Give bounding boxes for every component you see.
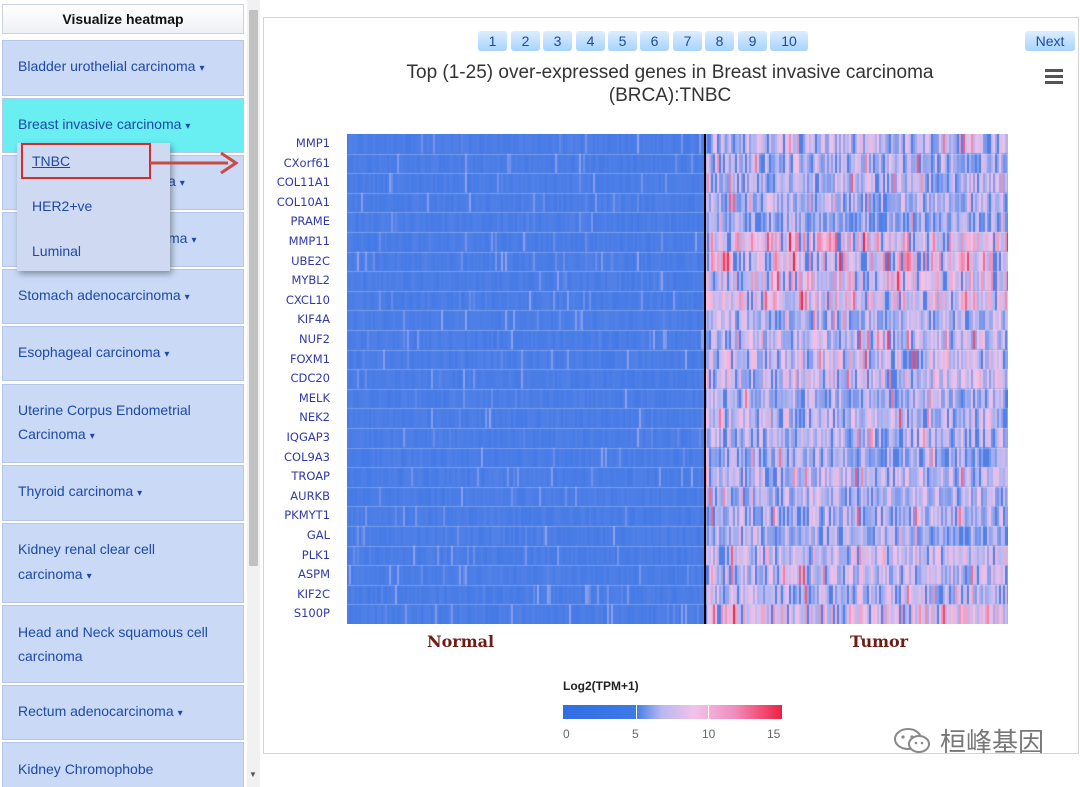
caret-down-icon: ▾ bbox=[137, 488, 143, 500]
caret-down-icon: ▾ bbox=[89, 431, 95, 442]
scroll-down-icon[interactable]: ▼ bbox=[249, 770, 257, 779]
legend-tick-mark bbox=[708, 705, 709, 719]
chart-title-line2: (BRCA):TNBC bbox=[608, 85, 732, 106]
chart-title: Top (1-25) over-expressed genes in Breas… bbox=[340, 61, 1000, 107]
legend-colorbar bbox=[563, 705, 782, 719]
legend-title: Log2(TPM+1) bbox=[563, 679, 639, 693]
group-divider bbox=[704, 134, 706, 624]
gene-label: COL9A3 bbox=[284, 449, 330, 464]
sidebar-item-label: Breast invasive carcinoma bbox=[18, 115, 182, 132]
caret-down-icon: ▾ bbox=[184, 291, 190, 303]
gene-label: CXCL10 bbox=[285, 292, 330, 307]
dropdown-item-luminal[interactable]: Luminal bbox=[32, 243, 82, 259]
subtype-dropdown: TNBC HER2+ve Luminal bbox=[17, 143, 170, 271]
gene-label: MELK bbox=[298, 390, 330, 405]
gene-label: TROAP bbox=[291, 469, 330, 484]
caret-down-icon: ▾ bbox=[185, 120, 191, 132]
sidebar-scrollbar[interactable]: ▼ bbox=[247, 0, 260, 787]
sidebar-item-label: Thyroid carcinoma bbox=[18, 483, 134, 500]
gene-label: NUF2 bbox=[299, 332, 330, 346]
sidebar-item-label-line2: carcinoma bbox=[18, 648, 83, 664]
legend-label-5: 5 bbox=[632, 727, 639, 741]
sidebar-item-label: Stomach adenocarcinoma bbox=[18, 286, 181, 303]
sidebar-item-label-line2: carcinoma bbox=[18, 565, 83, 582]
page-button-7[interactable]: 7 bbox=[673, 31, 702, 51]
page-button-6[interactable]: 6 bbox=[640, 31, 669, 51]
gene-label: KIF4A bbox=[297, 312, 330, 327]
sidebar-item-stomach[interactable]: Stomach adenocarcinoma ▾ bbox=[2, 269, 244, 324]
caret-down-icon: ▾ bbox=[177, 707, 183, 719]
sidebar-item-kidney-chromophobe[interactable]: Kidney Chromophobe bbox=[2, 742, 244, 787]
caret-down-icon: ▾ bbox=[86, 570, 92, 582]
gene-label: PRAME bbox=[290, 214, 330, 229]
group-label-tumor: Tumor bbox=[850, 632, 909, 651]
sidebar-item-label: Rectum adenocarcinoma bbox=[18, 702, 174, 719]
sidebar-item-label: Bladder urothelial carcinoma bbox=[18, 58, 196, 75]
sidebar-item-label: Head and Neck squamous cell bbox=[18, 623, 208, 640]
sidebar-item-thyroid[interactable]: Thyroid carcinoma ▾ bbox=[2, 465, 244, 521]
gene-label: COL11A1 bbox=[276, 175, 330, 190]
scroll-thumb[interactable] bbox=[249, 10, 258, 566]
page-button-2[interactable]: 2 bbox=[511, 31, 540, 51]
legend-label-15: 15 bbox=[767, 727, 781, 741]
page-button-8[interactable]: 8 bbox=[705, 31, 734, 51]
dropdown-item-tnbc[interactable]: TNBC bbox=[32, 153, 71, 169]
sidebar-item-rectum[interactable]: Rectum adenocarcinoma ▾ bbox=[2, 685, 244, 740]
gene-label: IQGAP3 bbox=[286, 430, 330, 444]
next-button[interactable]: Next bbox=[1025, 31, 1075, 51]
gene-label: FOXM1 bbox=[289, 351, 330, 366]
sidebar-item-label: Uterine Corpus Endometrial bbox=[18, 401, 191, 418]
heatmap-grid[interactable] bbox=[347, 134, 1008, 624]
group-label-normal: Normal bbox=[427, 632, 495, 651]
gene-label: AURKB bbox=[290, 488, 330, 503]
page-button-9[interactable]: 9 bbox=[738, 31, 767, 51]
sidebar-item-kidney-clear[interactable]: Kidney renal clear cell carcinoma ▾ bbox=[2, 523, 244, 603]
gene-label: COL10A1 bbox=[276, 194, 330, 209]
sidebar-item-uterine[interactable]: Uterine Corpus Endometrial Carcinoma ▾ bbox=[2, 384, 244, 463]
highlight-box bbox=[21, 143, 151, 179]
sidebar-item-bladder[interactable]: Bladder urothelial carcinoma ▾ bbox=[2, 40, 244, 96]
gene-label: MMP11 bbox=[288, 234, 330, 248]
gene-label: CDC20 bbox=[290, 371, 330, 386]
sidebar-item-label: Kidney Chromophobe bbox=[18, 761, 154, 777]
caret-down-icon: ▾ bbox=[164, 348, 170, 360]
gene-label: CXorf61 bbox=[283, 155, 330, 170]
sidebar-item-label: Esophageal carcinoma bbox=[18, 343, 161, 360]
sidebar-item-label: Kidney renal clear cell bbox=[18, 541, 155, 557]
wechat-icon bbox=[894, 728, 930, 753]
page-button-10[interactable]: 10 bbox=[770, 31, 808, 51]
hamburger-menu-icon[interactable] bbox=[1045, 69, 1063, 84]
legend-label-10: 10 bbox=[702, 727, 716, 741]
gene-label: GAL bbox=[306, 528, 330, 542]
legend-label-0: 0 bbox=[563, 727, 570, 741]
sidebar-item-label: a bbox=[168, 172, 176, 189]
caret-down-icon: ▾ bbox=[179, 177, 185, 189]
page-button-5[interactable]: 5 bbox=[608, 31, 637, 51]
gene-label: ASPM bbox=[297, 567, 330, 582]
page-button-1[interactable]: 1 bbox=[478, 31, 507, 51]
sidebar: Visualize heatmap Bladder urothelial car… bbox=[0, 0, 247, 787]
legend-tick-mark bbox=[636, 705, 637, 719]
chart-title-line1: Top (1-25) over-expressed genes in Breas… bbox=[406, 62, 934, 83]
page-button-4[interactable]: 4 bbox=[576, 31, 605, 51]
sidebar-item-head-neck[interactable]: Head and Neck squamous cell carcinoma bbox=[2, 605, 244, 683]
sidebar-header: Visualize heatmap bbox=[2, 4, 244, 34]
gene-label: MMP1 bbox=[295, 136, 330, 150]
gene-label: PKMYT1 bbox=[284, 508, 330, 523]
page-button-3[interactable]: 3 bbox=[543, 31, 572, 51]
sidebar-item-esophageal[interactable]: Esophageal carcinoma ▾ bbox=[2, 326, 244, 381]
sidebar-item-label: ma bbox=[168, 229, 188, 246]
caret-down-icon: ▾ bbox=[199, 63, 205, 75]
dropdown-item-her2[interactable]: HER2+ve bbox=[32, 198, 93, 214]
caret-down-icon: ▾ bbox=[191, 234, 197, 246]
gene-label: PLK1 bbox=[301, 547, 330, 562]
gene-label: S100P bbox=[293, 606, 330, 621]
sidebar-item-label-line2: Carcinoma bbox=[18, 426, 86, 442]
gene-label: NEK2 bbox=[299, 410, 330, 425]
gene-label: UBE2C bbox=[291, 253, 330, 268]
watermark-text: 桓峰基因 bbox=[940, 728, 1045, 758]
gene-label: KIF2C bbox=[297, 586, 330, 601]
gene-label: MYBL2 bbox=[291, 273, 330, 288]
